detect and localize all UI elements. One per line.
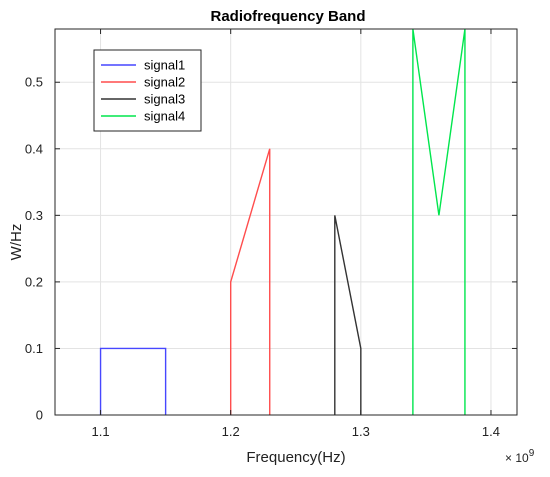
- x-axis-exponent: × 109: [505, 448, 535, 465]
- series-line-signal2: [229, 148, 271, 415]
- axis-ticks: 1.1 1.2 1.3 1.4 0 0.1 0.2 0.3 0.4 0.5: [25, 29, 517, 439]
- series-line-signal4: [412, 28, 466, 415]
- series-line-signal3: [334, 215, 362, 415]
- legend-label-signal2: signal2: [144, 75, 185, 90]
- legend-label-signal3: signal3: [144, 92, 185, 107]
- chart-title: Radiofrequency Band: [210, 8, 365, 25]
- x-axis-exponent-base: × 10: [505, 451, 529, 465]
- y-tick-label: 0.2: [25, 274, 43, 289]
- legend-label-signal1: signal1: [144, 58, 185, 73]
- x-tick-label: 1.2: [222, 424, 240, 439]
- x-tick-label: 1.3: [352, 424, 370, 439]
- series-line-signal1: [99, 347, 167, 415]
- series-layer: [99, 28, 466, 415]
- y-tick-label: 0.3: [25, 208, 43, 223]
- x-tick-label: 1.1: [92, 424, 110, 439]
- plot-frame: [54, 28, 518, 416]
- legend: signal1 signal2 signal3 signal4: [93, 49, 202, 132]
- y-tick-label: 0.5: [25, 75, 43, 90]
- x-tick-label: 1.4: [482, 424, 500, 439]
- y-axis-label: W/Hz: [8, 224, 25, 261]
- legend-box: [93, 49, 202, 132]
- y-tick-label: 0: [36, 408, 43, 423]
- x-axis-exponent-power: 9: [529, 448, 535, 459]
- y-tick-label: 0.4: [25, 141, 43, 156]
- y-tick-label: 0.1: [25, 341, 43, 356]
- x-axis-label: Frequency(Hz): [246, 449, 345, 466]
- legend-label-signal4: signal4: [144, 109, 185, 124]
